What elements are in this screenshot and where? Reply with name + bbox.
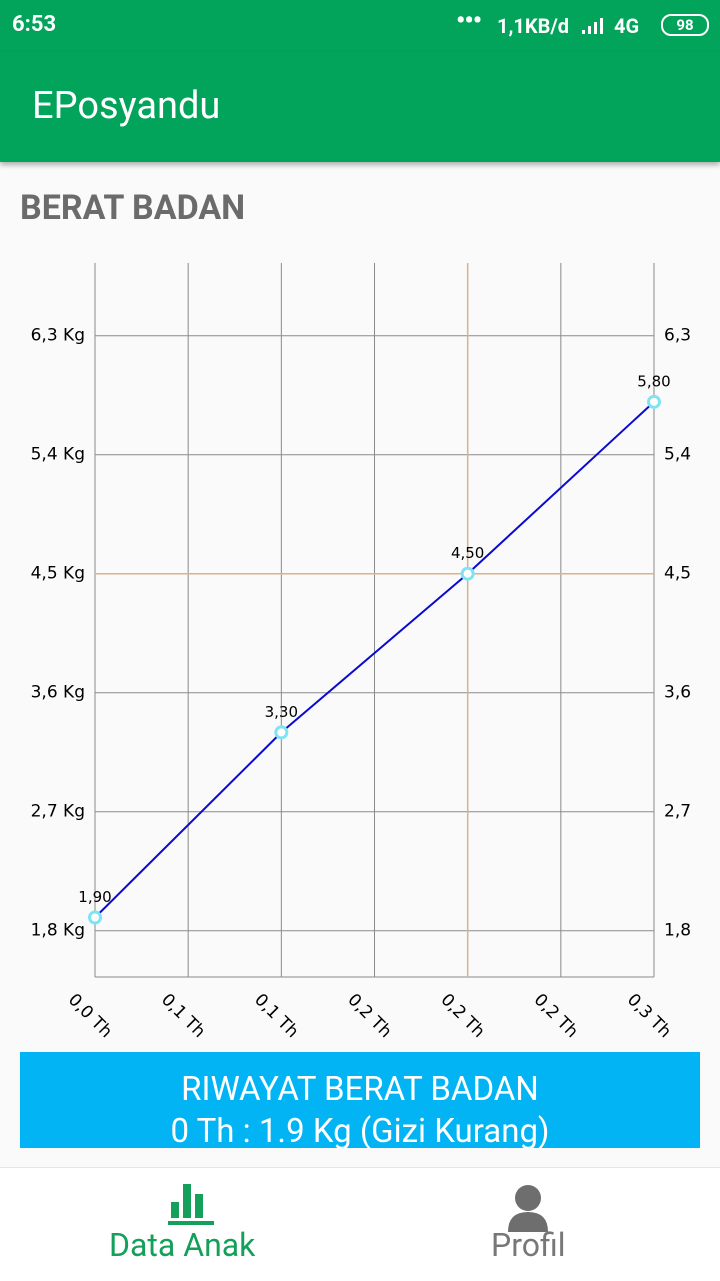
y2-tick-label: 6,3: [664, 326, 691, 346]
data-point: [460, 566, 475, 581]
y-tick-label: 3,6 Kg: [31, 683, 85, 703]
chart: 0,0 Th 0,1 Th 0,1 Th 0,2 Th 0,2 Th 0,2 Th 0,3 …: [31, 263, 691, 1042]
x-tick-label: 0,1 Th: [157, 990, 209, 1042]
y2-tick-label: 1,8: [664, 921, 691, 941]
x-tick-label: 0,3 Th: [623, 990, 675, 1042]
data-anak-icon[interactable]: [166, 1180, 216, 1226]
status-battery: 98: [661, 14, 709, 36]
y2-tick-label: 2,7: [664, 802, 691, 822]
signal-icon: [582, 18, 603, 34]
history-detail: 0 Th : 1.9 Kg (Gizi Kurang): [170, 1112, 550, 1148]
status-signal: 4G: [614, 14, 640, 38]
x-tick-label: 0,0 Th: [64, 990, 116, 1042]
y-tick-label: 6,3 Kg: [31, 326, 85, 346]
value-label: 5,80: [637, 372, 670, 390]
data-point: [647, 394, 661, 409]
data-point: [274, 725, 289, 740]
nav-profil[interactable]: Profil: [491, 1226, 566, 1264]
y-tick-label: 1,8 Kg: [31, 921, 85, 941]
y2-tick-label: 3,6: [664, 683, 691, 703]
y2-tick-label: 4,5: [664, 564, 691, 584]
y-tick-label: 4,5 Kg: [31, 564, 85, 584]
profil-icon[interactable]: [506, 1184, 550, 1232]
app-bar: EPosyandu: [0, 52, 720, 162]
y-tick-label: 2,7 Kg: [31, 802, 85, 822]
value-label: 3,30: [265, 703, 298, 721]
section-title: BERAT BADAN: [20, 188, 246, 228]
x-tick-label: 0,2 Th: [437, 990, 489, 1042]
data-line: [94, 401, 655, 919]
y2-tick-label: 5,4: [664, 445, 691, 465]
status-bar: 6:53 ••• 1,1KB/d 4G 98: [0, 0, 720, 52]
history-button[interactable]: RIWAYAT BERAT BADAN 0 Th : 1.9 Kg (Gizi …: [20, 1052, 700, 1148]
value-label: 4,50: [451, 544, 484, 562]
history-title: RIWAYAT BERAT BADAN: [181, 1070, 539, 1109]
x-tick-label: 0,1 Th: [250, 990, 302, 1042]
x-tick-label: 0,2 Th: [343, 990, 395, 1042]
status-time: 6:53: [12, 12, 57, 37]
y-tick-label: 5,4 Kg: [31, 445, 85, 465]
data-point: [88, 910, 102, 925]
status-network: 1,1KB/d: [497, 14, 570, 38]
x-tick-label: 0,2 Th: [530, 990, 582, 1042]
app-title: EPosyandu: [32, 84, 221, 128]
status-dots: •••: [456, 6, 482, 36]
value-label: 1,90: [78, 888, 111, 906]
bottom-nav: Data Anak Profil: [0, 1167, 720, 1281]
nav-data-anak[interactable]: Data Anak: [109, 1226, 256, 1264]
